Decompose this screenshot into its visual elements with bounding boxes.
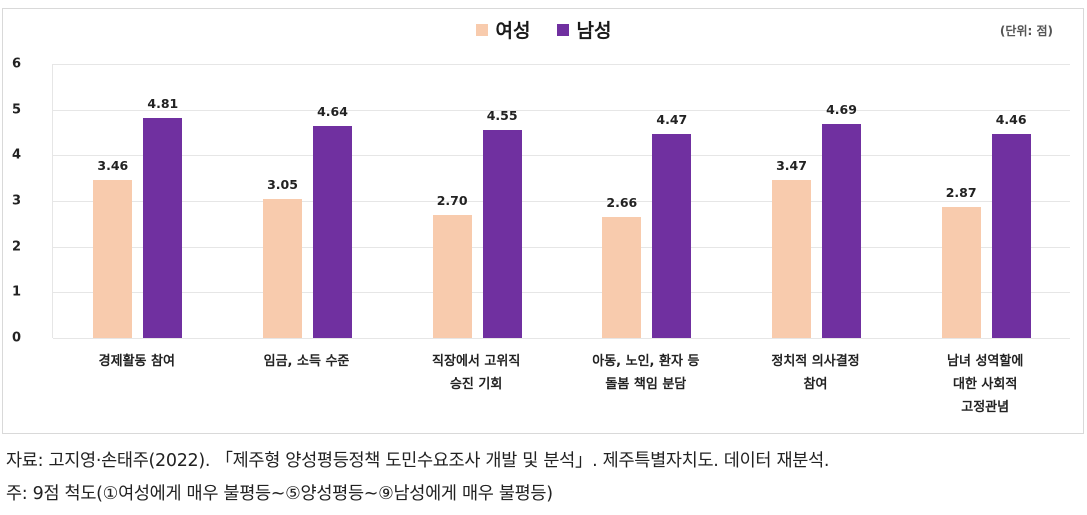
bar-male	[143, 118, 183, 338]
bar-female	[941, 206, 981, 338]
bar-value-male: 4.47	[656, 111, 688, 127]
bar-value-female: 3.05	[267, 176, 298, 192]
x-category-label: 직장에서 고위직 승진 기회	[432, 354, 521, 392]
legend-item-female: 여성	[475, 16, 531, 43]
bar-male	[652, 133, 692, 338]
bar-female	[263, 198, 302, 338]
bar-female	[602, 216, 642, 338]
y-tick-label: 2	[12, 239, 22, 255]
bar-female	[772, 179, 811, 338]
gridline	[53, 155, 1070, 157]
bar-value-female: 2.66	[606, 194, 638, 210]
gridline	[53, 201, 1070, 202]
gridline	[53, 109, 1070, 111]
bar-value-female: 3.47	[776, 157, 807, 173]
y-tick-label: 0	[12, 330, 22, 346]
bar-value-female: 2.87	[945, 184, 977, 200]
legend-label-female: 여성	[495, 20, 531, 42]
chart-legend: 여성 남성	[0, 16, 1087, 43]
bar-value-male: 4.46	[995, 112, 1027, 128]
gridline	[53, 292, 1070, 294]
unit-label: (단위: 점)	[999, 24, 1053, 38]
x-category-label: 정치적 의사결정 참여	[771, 354, 860, 392]
bar-value-male: 4.81	[147, 96, 179, 112]
bar-value-male: 4.55	[486, 108, 518, 124]
legend-swatch-male	[556, 23, 569, 36]
x-category-label: 아동, 노인, 환자 등 돌봄 책임 분담	[592, 354, 700, 392]
legend-label-male: 남성	[576, 20, 612, 42]
legend-item-male: 남성	[556, 16, 612, 43]
bar-male	[313, 126, 352, 338]
bar-value-male: 4.69	[826, 101, 857, 117]
bar-value-female: 3.46	[97, 157, 129, 173]
x-category-label: 남녀 성역할에 대한 사회적 고정관념	[947, 354, 1024, 415]
y-tick-label: 5	[12, 102, 22, 118]
x-category-label: 임금, 소득 수준	[263, 354, 350, 369]
footer-note: 주: 9점 척도(①여성에게 매우 불평등~⑤양성평등~⑨남성에게 매우 불평등…	[6, 484, 553, 504]
chart-frame	[2, 8, 1084, 434]
bar-male	[822, 123, 861, 338]
y-tick-label: 6	[12, 56, 22, 72]
x-category-label: 경제활동 참여	[98, 354, 175, 369]
y-tick-label: 4	[12, 147, 22, 163]
y-tick-label: 1	[12, 284, 22, 300]
bar-male	[482, 130, 522, 338]
bar-value-male: 4.64	[317, 104, 348, 120]
bar-male	[991, 134, 1031, 338]
plot-area: 3.46 4.81 3.05 4.64 2.70 4.55 2.66 4.47 3.47 4.69…	[52, 64, 1070, 339]
bar-female	[432, 214, 472, 338]
footer-source: 자료: 고지영·손태주(2022). 「제주형 양성평등정책 도민수요조사 개발…	[6, 451, 830, 471]
gridline	[53, 246, 1070, 248]
bar-female	[93, 180, 133, 338]
y-tick-label: 3	[12, 193, 22, 209]
gridline	[53, 64, 1070, 65]
gridline	[53, 338, 1070, 339]
bar-value-female: 2.70	[436, 192, 468, 208]
legend-swatch-female	[475, 23, 488, 36]
